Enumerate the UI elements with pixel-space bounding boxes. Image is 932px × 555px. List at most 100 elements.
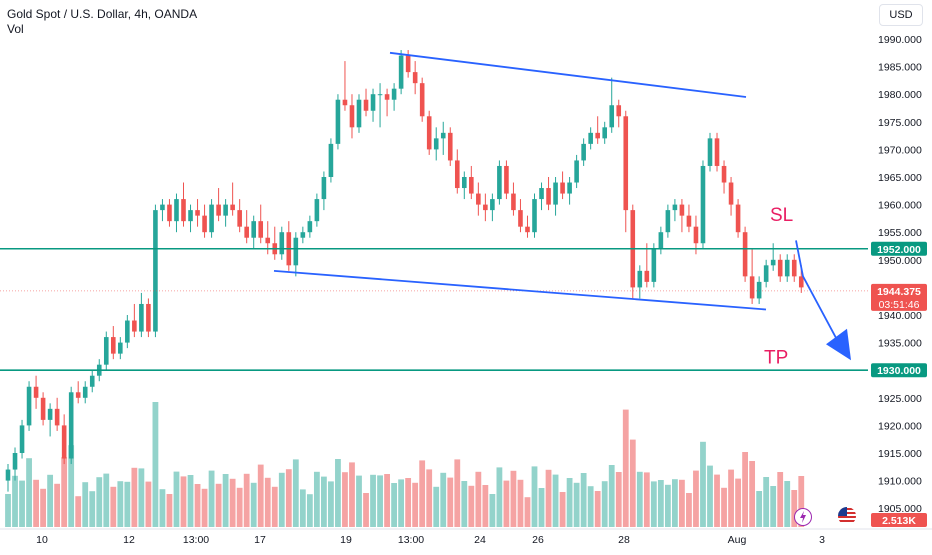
candle[interactable] <box>679 199 685 233</box>
candle[interactable] <box>609 77 615 133</box>
candle[interactable] <box>237 199 242 233</box>
currency-button[interactable]: USD <box>879 4 923 26</box>
candle[interactable] <box>581 138 586 166</box>
candle[interactable] <box>651 243 657 288</box>
candle[interactable] <box>454 149 460 194</box>
candle[interactable] <box>749 248 755 304</box>
candle[interactable] <box>511 182 516 216</box>
candle[interactable] <box>504 160 509 200</box>
candle[interactable] <box>328 138 334 183</box>
candle[interactable] <box>195 199 200 227</box>
candle[interactable] <box>363 88 369 117</box>
candle[interactable] <box>574 154 579 189</box>
candle[interactable] <box>384 88 390 117</box>
candle[interactable] <box>26 381 32 431</box>
candle[interactable] <box>693 215 699 255</box>
candle[interactable] <box>33 375 39 409</box>
candle[interactable] <box>784 254 790 282</box>
candle[interactable] <box>391 83 397 111</box>
candle[interactable] <box>377 83 383 128</box>
candle[interactable] <box>763 259 769 288</box>
candle[interactable] <box>700 160 706 249</box>
candle[interactable] <box>560 171 565 200</box>
candle[interactable] <box>735 199 741 238</box>
candle[interactable] <box>742 226 748 282</box>
candle[interactable] <box>623 110 629 233</box>
time-axis[interactable]: 10 12 13:00 17 19 13:00 24 26 28 Aug 3 <box>0 528 932 546</box>
candle[interactable] <box>160 199 165 222</box>
candle[interactable] <box>447 127 453 166</box>
candle[interactable] <box>293 232 299 277</box>
candle[interactable] <box>335 94 341 150</box>
sl-label[interactable]: SL <box>770 205 793 226</box>
candle[interactable] <box>342 61 348 111</box>
candle[interactable] <box>89 370 95 393</box>
volume-legend[interactable]: Vol <box>7 22 24 36</box>
candle[interactable] <box>791 254 797 282</box>
candle[interactable] <box>539 182 544 211</box>
candle[interactable] <box>167 199 172 227</box>
candle[interactable] <box>595 116 600 144</box>
candle[interactable] <box>630 204 636 299</box>
candle[interactable] <box>483 193 488 222</box>
candle[interactable] <box>286 221 292 271</box>
candle[interactable] <box>118 337 123 360</box>
candle[interactable] <box>47 403 53 437</box>
candle[interactable] <box>462 171 467 200</box>
candle[interactable] <box>567 177 572 205</box>
candle[interactable] <box>398 50 404 95</box>
candle[interactable] <box>476 182 481 216</box>
candle[interactable] <box>153 204 158 338</box>
candlesticks[interactable] <box>5 50 804 492</box>
candle[interactable] <box>433 127 439 161</box>
candle[interactable] <box>686 204 692 233</box>
candle[interactable] <box>230 182 235 216</box>
candle[interactable] <box>82 381 88 404</box>
candle[interactable] <box>314 193 320 227</box>
candle[interactable] <box>251 215 256 249</box>
candle[interactable] <box>61 414 67 465</box>
candle[interactable] <box>644 243 650 288</box>
candle[interactable] <box>497 160 502 205</box>
candle[interactable] <box>412 61 418 95</box>
candle[interactable] <box>525 215 530 238</box>
candle[interactable] <box>356 94 362 133</box>
candle[interactable] <box>490 193 495 222</box>
candle[interactable] <box>321 171 327 211</box>
candle[interactable] <box>546 177 551 211</box>
candle[interactable] <box>307 215 313 238</box>
candle[interactable] <box>665 204 671 238</box>
candle[interactable] <box>770 243 776 271</box>
candle[interactable] <box>202 204 207 238</box>
tp-label[interactable]: TP <box>764 347 788 368</box>
candle[interactable] <box>258 204 264 244</box>
candle[interactable] <box>370 88 376 122</box>
candle[interactable] <box>532 193 537 238</box>
candle[interactable] <box>181 182 186 227</box>
candle[interactable] <box>188 204 193 233</box>
candle[interactable] <box>68 386 74 465</box>
candle[interactable] <box>419 77 425 122</box>
candle[interactable] <box>223 199 228 227</box>
candle[interactable] <box>5 464 11 492</box>
candle[interactable] <box>54 397 60 431</box>
candle[interactable] <box>518 199 523 233</box>
candle[interactable] <box>174 193 179 233</box>
candle[interactable] <box>714 132 720 172</box>
candle[interactable] <box>426 110 432 155</box>
candle[interactable] <box>616 99 622 128</box>
symbol-title[interactable]: Gold Spot / U.S. Dollar, 4h, OANDA <box>7 7 198 21</box>
candle[interactable] <box>588 127 593 150</box>
candle[interactable] <box>707 132 713 172</box>
candle[interactable] <box>777 254 783 282</box>
candle[interactable] <box>40 392 46 426</box>
candle[interactable] <box>209 199 214 238</box>
candle[interactable] <box>602 121 607 144</box>
candle[interactable] <box>75 381 81 404</box>
candle[interactable] <box>272 226 278 260</box>
candle[interactable] <box>216 188 221 222</box>
candle[interactable] <box>139 292 144 338</box>
candle[interactable] <box>12 447 18 481</box>
